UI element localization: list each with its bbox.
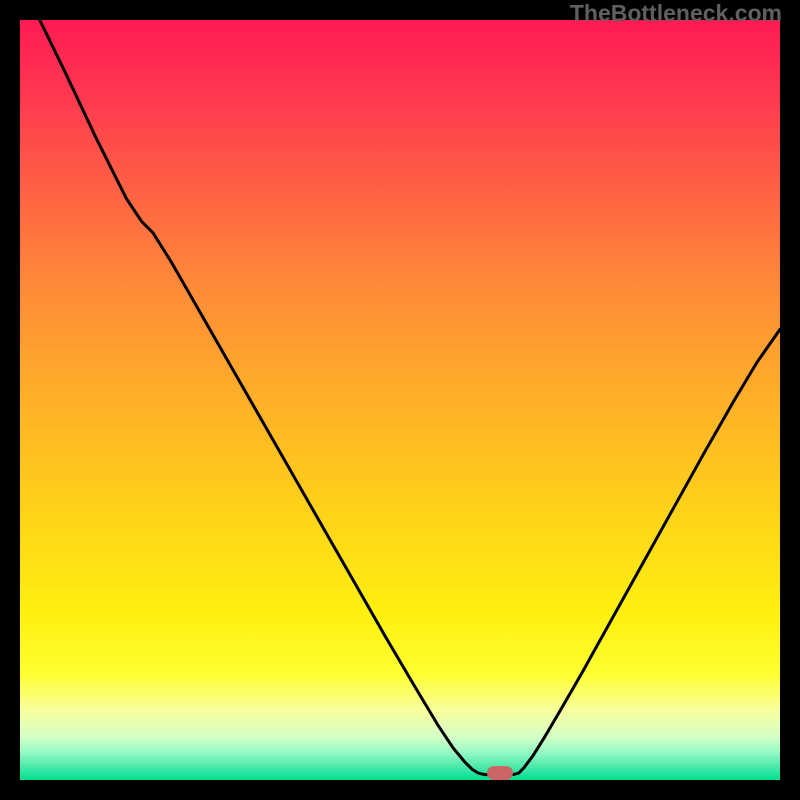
watermark-text: TheBottleneck.com (570, 0, 782, 27)
bottleneck-curve (20, 20, 780, 780)
plot-area (20, 20, 780, 780)
chart-container: { "canvas": { "width": 800, "height": 80… (0, 0, 800, 800)
optimum-marker (487, 766, 513, 780)
